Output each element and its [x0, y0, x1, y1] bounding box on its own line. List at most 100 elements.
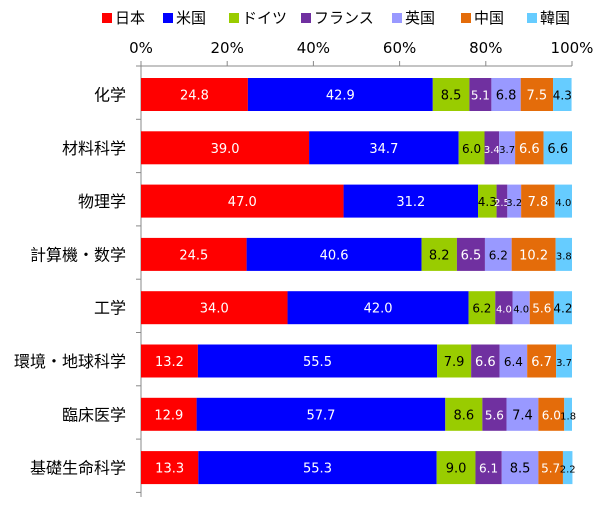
data-label-5-3: 6.6: [475, 355, 496, 370]
data-label-3-1: 40.6: [320, 248, 349, 263]
bar-segment-3-2: [421, 237, 457, 271]
data-label-4-6: 4.2: [553, 302, 572, 316]
bar-segment-2-2: [478, 184, 497, 218]
data-label-4-2: 6.2: [472, 302, 491, 316]
bar-segment-2-6: [554, 184, 572, 218]
bar-segment-0-1: [247, 78, 433, 111]
bar-segment-4-2: [468, 291, 496, 325]
data-label-0-0: 24.8: [180, 89, 209, 104]
data-label-6-5: 6.0: [542, 408, 561, 422]
legend-label-1: 米国: [176, 9, 206, 27]
data-label-3-6: 3.8: [556, 251, 572, 262]
x-tick-label-0: 0%: [129, 39, 153, 57]
data-label-1-6: 6.6: [547, 142, 568, 157]
bar-segment-3-1: [246, 237, 422, 271]
category-label-0: 化学: [94, 86, 126, 105]
legend-label-2: ドイツ: [242, 9, 287, 27]
data-label-6-6: 1.8: [560, 411, 576, 422]
legend-swatch-6: [527, 13, 537, 23]
data-label-4-0: 34.0: [200, 302, 229, 317]
data-label-2-0: 47.0: [228, 195, 257, 210]
category-label-7: 基礎生命科学: [30, 459, 126, 478]
data-label-5-5: 6.7: [531, 355, 552, 370]
bar-segment-0-5: [520, 78, 554, 111]
legend-label-3: フランス: [314, 9, 374, 27]
data-label-0-4: 6.8: [496, 89, 517, 104]
legend-swatch-2: [229, 13, 239, 23]
data-label-7-6: 2.2: [560, 465, 576, 476]
bar-segment-7-1: [198, 451, 437, 485]
bar-segment-6-6: [564, 397, 572, 431]
category-label-3: 計算機・数学: [30, 245, 126, 264]
data-label-0-6: 4.3: [553, 89, 572, 103]
x-tick-label-5: 100%: [551, 39, 594, 57]
data-label-7-4: 8.5: [510, 462, 531, 477]
data-label-4-4: 4.0: [513, 305, 529, 316]
data-label-5-6: 3.7: [556, 358, 572, 369]
data-label-3-5: 10.2: [519, 248, 548, 263]
bars: 24.8 42.9 8.5 5.1 6.8 7.5 4.339.0 34.7 6.0 3.4 3.7…: [141, 78, 576, 485]
category-label-6: 臨床医学: [62, 405, 126, 424]
x-axis: 0% 20% 40% 60% 80% 100%: [129, 39, 594, 67]
data-label-4-5: 5.6: [532, 302, 551, 316]
data-label-2-2: 4.3: [478, 195, 497, 209]
bar-segment-5-4: [499, 344, 528, 378]
data-label-7-2: 9.0: [446, 462, 467, 477]
bar-segment-1-4: [499, 131, 516, 165]
bar-segment-6-1: [196, 397, 446, 431]
bar-segment-0-0: [141, 78, 248, 111]
data-label-3-3: 6.5: [461, 248, 482, 263]
data-label-1-2: 6.0: [462, 142, 481, 156]
data-label-6-0: 12.9: [154, 408, 183, 423]
data-label-4-3: 4.0: [496, 305, 512, 316]
data-label-7-0: 13.3: [155, 462, 184, 477]
data-label-2-4: 3.2: [506, 198, 522, 209]
bar-segment-3-0: [141, 237, 247, 271]
category-label-5: 環境・地球科学: [14, 352, 126, 371]
data-label-5-4: 6.4: [504, 355, 523, 369]
bar-segment-6-0: [141, 397, 197, 431]
data-label-1-4: 3.7: [499, 145, 515, 156]
data-label-6-3: 5.6: [485, 408, 504, 422]
data-label-6-4: 7.4: [512, 408, 533, 423]
data-label-4-1: 42.0: [364, 302, 393, 317]
bar-segment-1-5: [515, 131, 544, 165]
bar-segment-5-2: [437, 344, 472, 378]
bar-segment-2-5: [521, 184, 555, 218]
data-label-2-5: 7.8: [528, 195, 549, 210]
legend-label-4: 英国: [405, 9, 435, 27]
data-label-5-1: 55.5: [303, 355, 332, 370]
category-label-1: 材料科学: [62, 139, 126, 158]
bar-segment-7-0: [141, 451, 199, 485]
bar-segment-4-1: [287, 291, 469, 325]
bar-segment-3-6: [555, 237, 572, 271]
bar-segment-1-6: [543, 131, 572, 165]
data-label-6-2: 8.6: [453, 408, 474, 423]
data-label-2-1: 31.2: [396, 195, 425, 210]
data-label-7-1: 55.3: [303, 462, 332, 477]
bar-segment-6-3: [482, 397, 507, 431]
data-label-0-3: 5.1: [471, 89, 490, 103]
legend: 日本 米国 ドイツ フランス 英国 中国 韓国: [102, 9, 570, 27]
bar-segment-5-1: [197, 344, 438, 378]
bar-segment-7-5: [538, 451, 563, 485]
bar-segment-1-1: [309, 131, 459, 165]
legend-swatch-1: [163, 13, 173, 23]
bar-segment-5-5: [527, 344, 557, 378]
bar-segment-2-3: [496, 184, 508, 218]
x-tick-label-3: 60%: [383, 39, 416, 57]
data-label-1-5: 6.6: [519, 142, 540, 157]
bar-segment-2-4: [507, 184, 522, 218]
data-label-2-3: 2.5: [494, 198, 510, 209]
bar-segment-7-4: [501, 451, 539, 485]
bar-segment-0-6: [553, 78, 572, 111]
bar-segment-5-0: [141, 344, 198, 378]
data-label-7-3: 6.1: [479, 462, 498, 476]
data-label-0-2: 8.5: [441, 89, 462, 104]
data-label-3-0: 24.5: [179, 248, 208, 263]
bar-segment-7-3: [475, 451, 502, 485]
bar-segment-4-4: [512, 291, 530, 325]
